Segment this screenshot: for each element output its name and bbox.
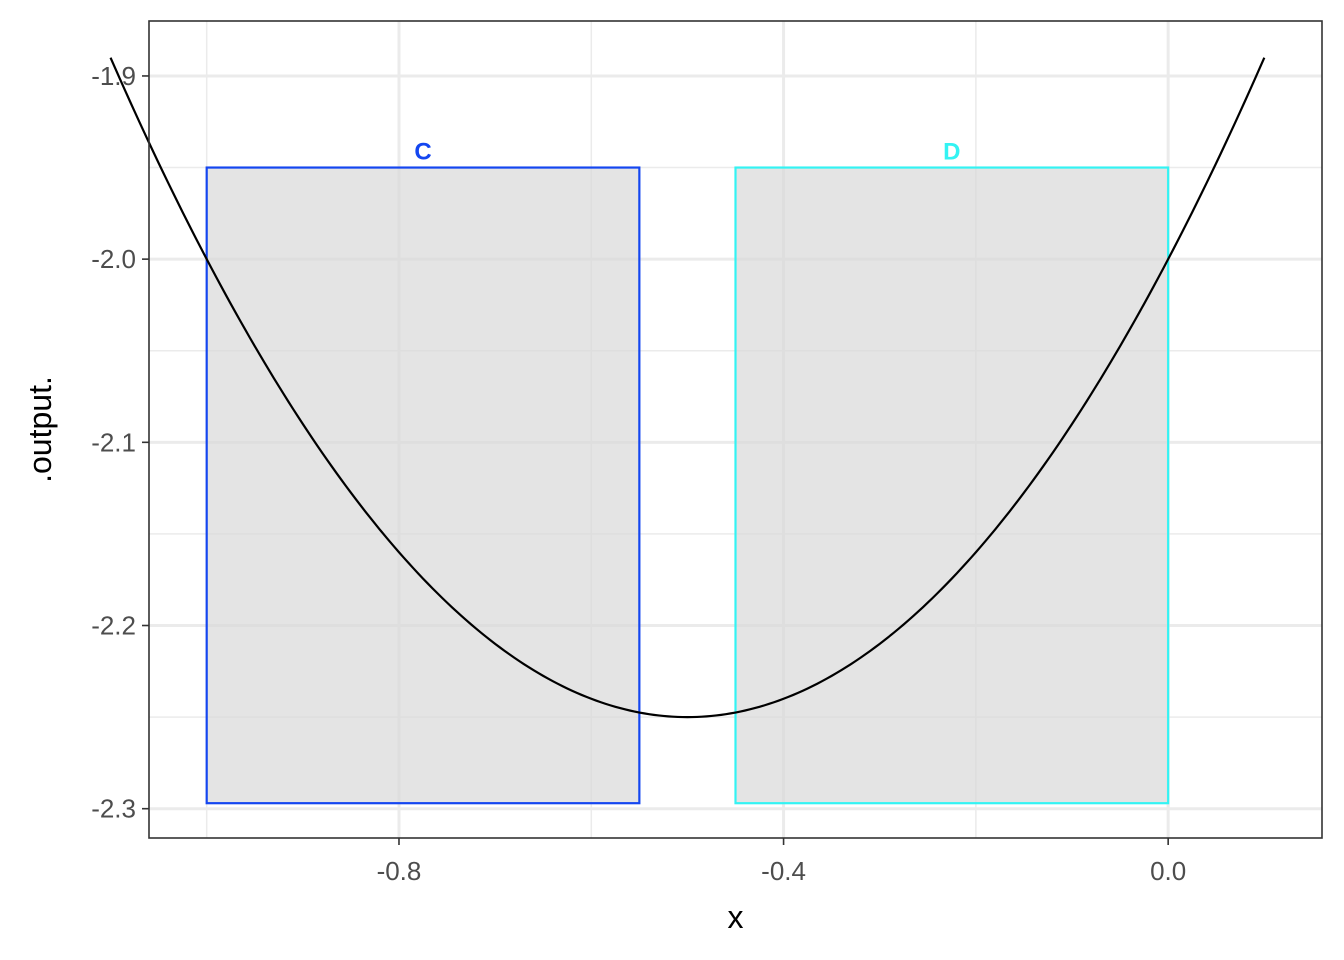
y-tick-label: -2.3 xyxy=(91,794,136,824)
y-tick-label: -2.0 xyxy=(91,244,136,274)
region-d-fill xyxy=(735,167,1169,804)
x-tick-label: 0.0 xyxy=(1150,856,1186,886)
plot-panel-border xyxy=(148,20,1323,839)
x-axis-title: x xyxy=(728,899,744,935)
x-tick-label: -0.4 xyxy=(761,856,806,886)
x-axis: -0.8 -0.4 0.0 xyxy=(377,838,1186,886)
region-c-fill xyxy=(206,167,640,804)
region-d-label: D xyxy=(943,139,960,166)
region-d-outline xyxy=(734,166,1170,805)
y-axis: -2.3 -2.2 -2.1 -2.0 -1.9 xyxy=(91,61,149,824)
region-c-outline xyxy=(205,166,641,805)
region-c-label: C xyxy=(414,139,431,166)
x-tick-label: -0.8 xyxy=(377,856,422,886)
y-axis-title: .output. xyxy=(22,376,58,483)
function-curve xyxy=(109,57,1266,719)
y-tick-label: -2.1 xyxy=(91,427,136,457)
y-tick-label: -1.9 xyxy=(91,61,136,91)
y-tick-label: -2.2 xyxy=(91,611,136,641)
